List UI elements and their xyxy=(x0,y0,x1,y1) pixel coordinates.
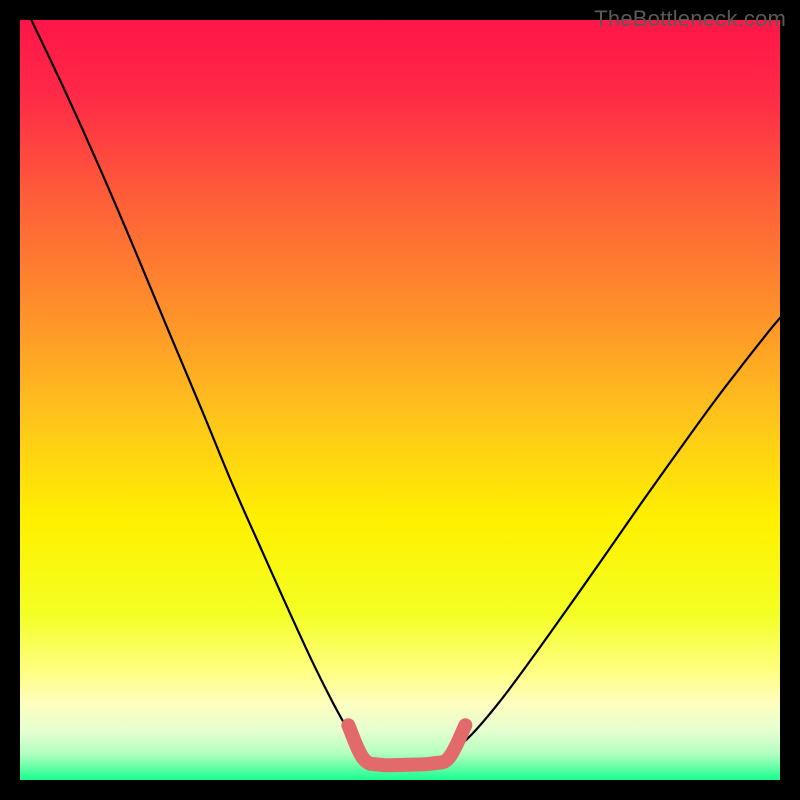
right-curve xyxy=(444,318,780,757)
bottom-accent-stroke xyxy=(348,725,465,765)
outer-frame: TheBottleneck.com xyxy=(0,0,800,800)
plot-area xyxy=(20,20,780,780)
left-curve xyxy=(31,20,369,757)
watermark-text: TheBottleneck.com xyxy=(594,6,786,32)
curves-layer xyxy=(20,20,780,780)
